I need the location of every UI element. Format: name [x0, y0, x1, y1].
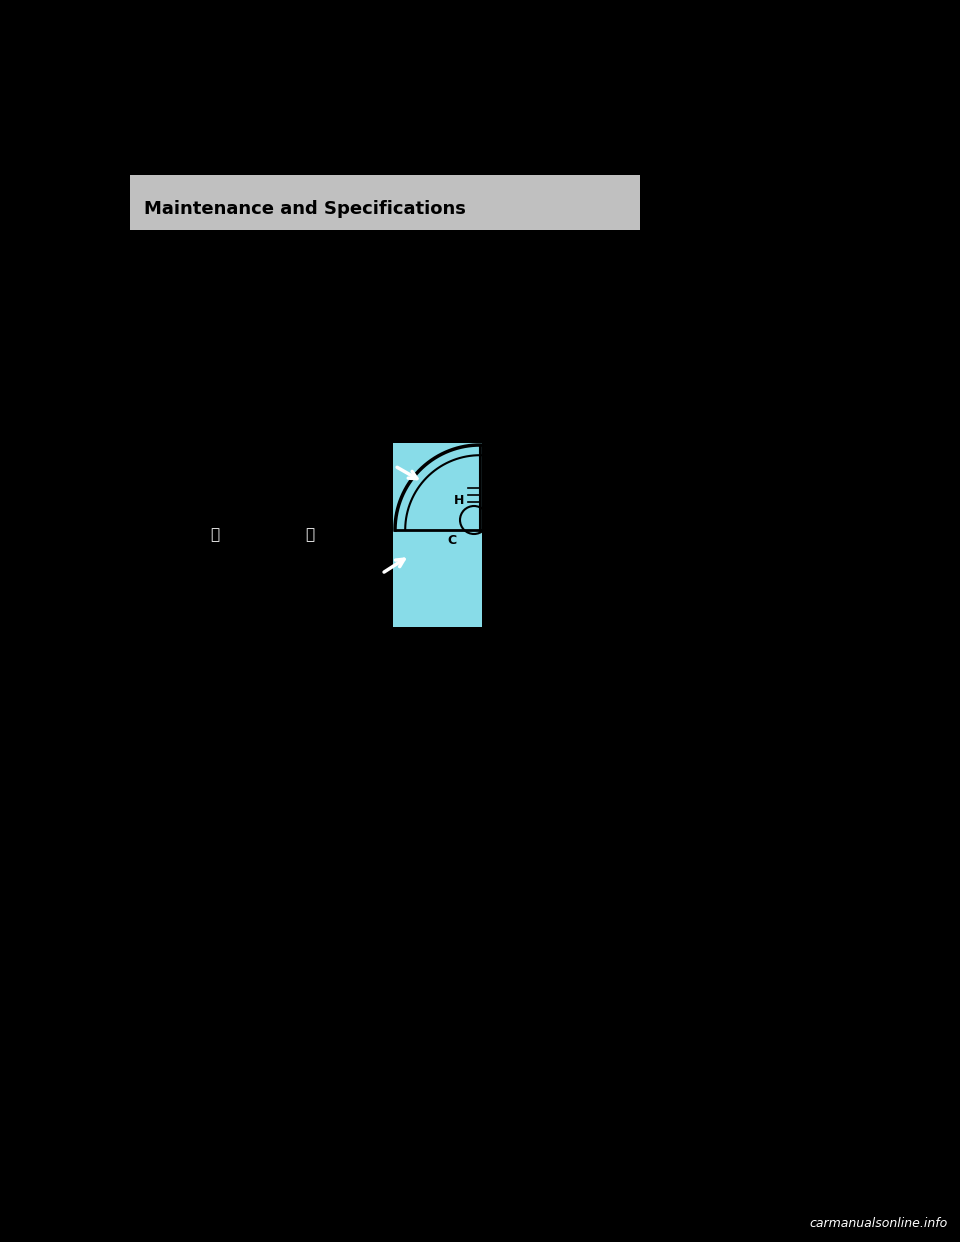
Bar [393, 443, 482, 627]
Bar [130, 175, 640, 230]
Text: ⚙: ⚙ [597, 496, 613, 514]
Text: 🔧: 🔧 [649, 517, 656, 529]
Text: E: E [678, 535, 684, 545]
Text: H: H [454, 494, 465, 507]
Text: Maintenance and Specifications: Maintenance and Specifications [144, 200, 466, 219]
Text: carmanualsonline.info: carmanualsonline.info [809, 1217, 948, 1230]
Text: F: F [677, 494, 683, 504]
Bar [394, 445, 480, 615]
Polygon shape [395, 445, 480, 615]
Text: 🌡: 🌡 [305, 528, 315, 543]
Text: 🛢: 🛢 [210, 528, 220, 543]
Text: C: C [447, 534, 457, 546]
